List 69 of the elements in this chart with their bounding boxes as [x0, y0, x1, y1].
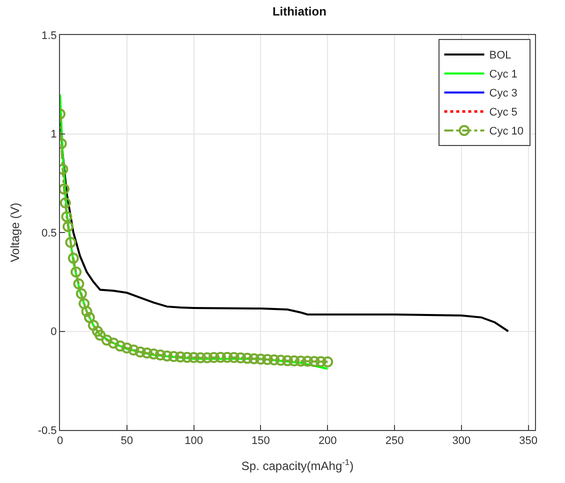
point: [68, 252, 79, 264]
point: [188, 352, 200, 364]
point: [76, 288, 87, 300]
point: [315, 356, 326, 368]
point: [308, 356, 320, 367]
point: [141, 347, 152, 358]
legend-label: Cyc 5: [489, 106, 518, 119]
legend-label: Cyc 10: [489, 126, 524, 138]
point: [81, 306, 92, 317]
point: [65, 236, 76, 248]
point: [202, 352, 213, 364]
y-tick-label: 1: [50, 128, 57, 141]
point: [128, 344, 140, 356]
point: [148, 348, 160, 360]
legend-label: BOL: [489, 50, 512, 62]
point: [242, 352, 253, 364]
point: [262, 354, 273, 365]
legend-label: Cyc 3: [489, 88, 518, 100]
point: [208, 352, 220, 364]
point: [60, 197, 71, 208]
x-axis-title: Sp. capacity(mAhg$^{-1}$): [241, 457, 354, 474]
point: [62, 221, 74, 232]
x-tick-label: 100: [184, 435, 203, 448]
point: [255, 354, 266, 365]
y-tick-label: -0.5: [38, 424, 57, 437]
point: [174, 351, 186, 362]
point: [222, 352, 233, 363]
point: [101, 334, 112, 346]
point: [121, 342, 132, 354]
point: [168, 351, 180, 362]
point: [228, 352, 240, 364]
x-tick-label: 50: [120, 435, 134, 448]
point: [322, 356, 334, 368]
point: [154, 349, 166, 360]
x-tick-label: 300: [452, 435, 471, 448]
point: [162, 350, 173, 362]
x-tick-label: 250: [385, 435, 404, 448]
point: [78, 298, 90, 310]
point: [73, 278, 84, 290]
x-tick-label: 150: [252, 435, 270, 448]
point: [302, 356, 314, 367]
x-tick-label: 200: [318, 435, 337, 448]
point: [84, 312, 95, 323]
point: [60, 184, 70, 195]
point: [194, 352, 206, 364]
point: [61, 211, 72, 222]
y-tick-label: 1.5: [42, 30, 57, 42]
point: [215, 352, 226, 363]
point: [295, 356, 306, 367]
y-tick-label: 0.5: [42, 227, 57, 240]
point: [88, 320, 99, 331]
point: [288, 355, 300, 366]
point: [235, 352, 246, 364]
legend-label: Cyc 1: [489, 68, 518, 81]
point: [92, 326, 103, 337]
point: [248, 353, 260, 364]
point: [134, 346, 146, 358]
point: [275, 354, 286, 366]
point: [268, 354, 280, 366]
point: [282, 355, 293, 366]
point: [114, 340, 126, 352]
x-tick-label: 350: [519, 435, 538, 448]
point: [182, 352, 193, 363]
chart-title: Lithiation: [272, 4, 326, 19]
point: [94, 330, 106, 341]
y-tick-label: 0: [50, 326, 57, 338]
y-axis-title: Voltage (V): [8, 202, 22, 262]
point: [70, 266, 82, 278]
point: [108, 338, 120, 349]
